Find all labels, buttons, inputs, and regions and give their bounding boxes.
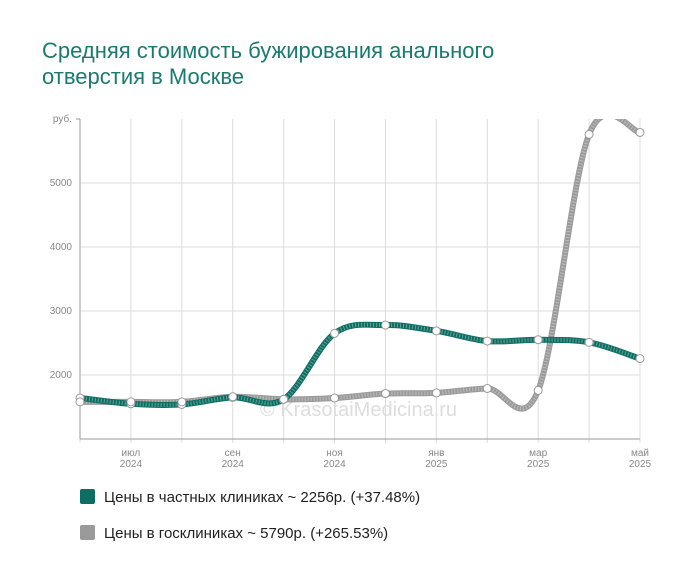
x-tick-label-part: 2025 — [527, 459, 550, 470]
chart-title: отверстия в Москве — [42, 64, 244, 89]
point — [126, 397, 136, 407]
point — [482, 336, 492, 346]
legend-label: Цены в частных клиниках ~ 2256р. (+37.48… — [104, 489, 420, 506]
series-line — [80, 119, 642, 412]
x-tick-label-part: мар — [529, 448, 547, 459]
x-tick-label-part: 2025 — [425, 459, 448, 470]
x-tick-label-part: май — [631, 448, 649, 459]
point — [584, 129, 594, 139]
legend-swatch — [80, 489, 95, 504]
point — [380, 320, 390, 330]
legend-label: Цены в госклиниках ~ 5790р. (+265.53%) — [104, 525, 388, 542]
watermark: © KrasotaiMedicina.ru — [260, 399, 457, 421]
point — [584, 337, 594, 347]
x-tick-label: янв 2025 — [425, 448, 448, 470]
x-tick-label-part: 2024 — [323, 459, 346, 470]
point — [330, 393, 340, 403]
x-tick-label-part: июл — [122, 448, 141, 459]
point — [431, 388, 441, 398]
y-tick-label: руб. — [53, 113, 72, 125]
point — [533, 335, 543, 345]
x-tick-label-part: 2024 — [120, 459, 143, 470]
x-tick-label: июл 2024 — [120, 448, 143, 470]
chart-title: Средняя стоимость бужирования анального — [42, 38, 494, 63]
x-tick-label-part: ноя — [326, 448, 343, 459]
x-tick-label: сен 2024 — [222, 448, 245, 470]
x-tick-label-part: янв — [428, 448, 444, 459]
point — [635, 354, 645, 364]
plot-area — [80, 119, 642, 412]
y-tick-label: 3000 — [50, 306, 73, 317]
point — [279, 394, 289, 404]
point — [228, 392, 238, 402]
x-tick-label-part: 2024 — [222, 459, 245, 470]
y-tick-label: 2000 — [50, 370, 73, 381]
point — [330, 328, 340, 338]
x-tick-label-part: 2025 — [629, 459, 652, 470]
x-tick-label: ноя 2024 — [323, 448, 346, 470]
x-tick-label: мар 2025 — [527, 448, 550, 470]
y-tick-label: 4000 — [50, 242, 73, 253]
x-tick-label-part: сен — [225, 448, 241, 459]
point — [431, 326, 441, 336]
point — [380, 389, 390, 399]
point — [482, 383, 492, 393]
x-tick-label: май 2025 — [629, 448, 652, 470]
y-tick-label: 5000 — [50, 178, 73, 189]
point — [177, 397, 187, 407]
point — [533, 385, 543, 395]
point — [75, 397, 85, 407]
series-line-hatch — [80, 119, 641, 411]
legend-swatch — [80, 525, 95, 540]
point — [635, 127, 645, 137]
